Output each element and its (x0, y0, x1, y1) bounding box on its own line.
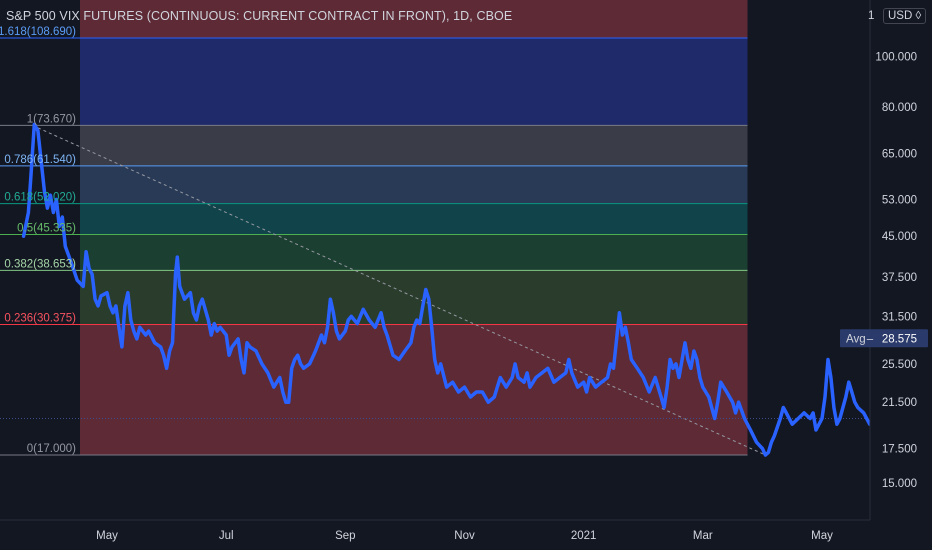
fib-label-0.236: 0.236(30.375) (4, 313, 76, 325)
avg-price-badge: Avg 28.575– (840, 329, 928, 348)
auxiliary-lines (0, 124, 870, 456)
fib-zone-0.236-0 (80, 324, 748, 455)
fib-trend-line (32, 124, 766, 456)
chart-title: S&P 500 VIX FUTURES (CONTINUOUS: CURRENT… (6, 9, 513, 23)
fib-level-labels: 1.618(108.690) 1(73.670) 0.786(61.540) 0.61… (0, 26, 76, 455)
price-tick-label: 80.000 (882, 102, 917, 114)
time-tick-label: 2021 (571, 530, 597, 542)
price-tick-label: 21.500 (882, 397, 917, 409)
fib-label-0.618: 0.618(52.020) (4, 192, 76, 204)
time-tick-label: Mar (693, 530, 713, 542)
price-axis[interactable]: 100.000 80.000 65.000 53.000 45.000 37.500 31.… (869, 0, 932, 550)
price-tick-label: 37.500 (882, 272, 917, 284)
fib-label-0.382: 0.382(38.653) (4, 258, 76, 270)
fib-zone-0.618-0.5 (80, 203, 748, 235)
avg-badge-value: 28.575 (882, 333, 917, 345)
series-group (21, 122, 872, 457)
time-tick-label: May (96, 530, 118, 542)
fib-label-1.618: 1.618(108.690) (0, 26, 76, 38)
price-axis-bg (870, 0, 932, 550)
price-tick-label: 65.000 (882, 149, 917, 161)
time-tick-label: Jul (219, 530, 234, 542)
avg-badge-bg (840, 329, 928, 348)
fib-zone-0.786-0.618 (80, 165, 748, 204)
price-tick-label: 15.000 (882, 478, 917, 490)
price-tick-label: 25.500 (882, 359, 917, 371)
fib-zone-1.618-1 (80, 38, 748, 126)
currency-selector[interactable]: USD ◊ (883, 8, 927, 24)
fib-label-0: 0(17.000) (27, 443, 76, 455)
price-tick-label: 100.000 (875, 52, 917, 64)
avg-badge-label: Avg (846, 333, 866, 345)
fib-zone-top (80, 0, 748, 38)
price-series-line (21, 122, 872, 457)
time-tick-label: May (811, 530, 833, 542)
price-axis-prefix: 1 (868, 10, 875, 22)
fib-zone-1-0.786 (80, 125, 748, 166)
avg-badge-separator: – (867, 333, 874, 345)
price-tick-label: 31.500 (882, 311, 917, 323)
time-axis[interactable]: May Jul Sep Nov 2021 Mar May (0, 519, 932, 550)
price-tick-label: 17.500 (882, 443, 917, 455)
fib-label-0.786: 0.786(61.540) (4, 154, 76, 166)
time-tick-label: Sep (335, 530, 355, 542)
price-tick-label: 53.000 (882, 194, 917, 206)
fib-zone-0.5-0.382 (80, 234, 748, 271)
time-axis-bg (0, 520, 932, 550)
fib-zones (80, 0, 748, 455)
price-tick-label: 45.000 (882, 231, 917, 243)
fib-label-1: 1(73.670) (27, 113, 76, 125)
fib-label-0.5: 0.5(45.335) (17, 223, 76, 235)
time-tick-label: Nov (454, 530, 475, 542)
